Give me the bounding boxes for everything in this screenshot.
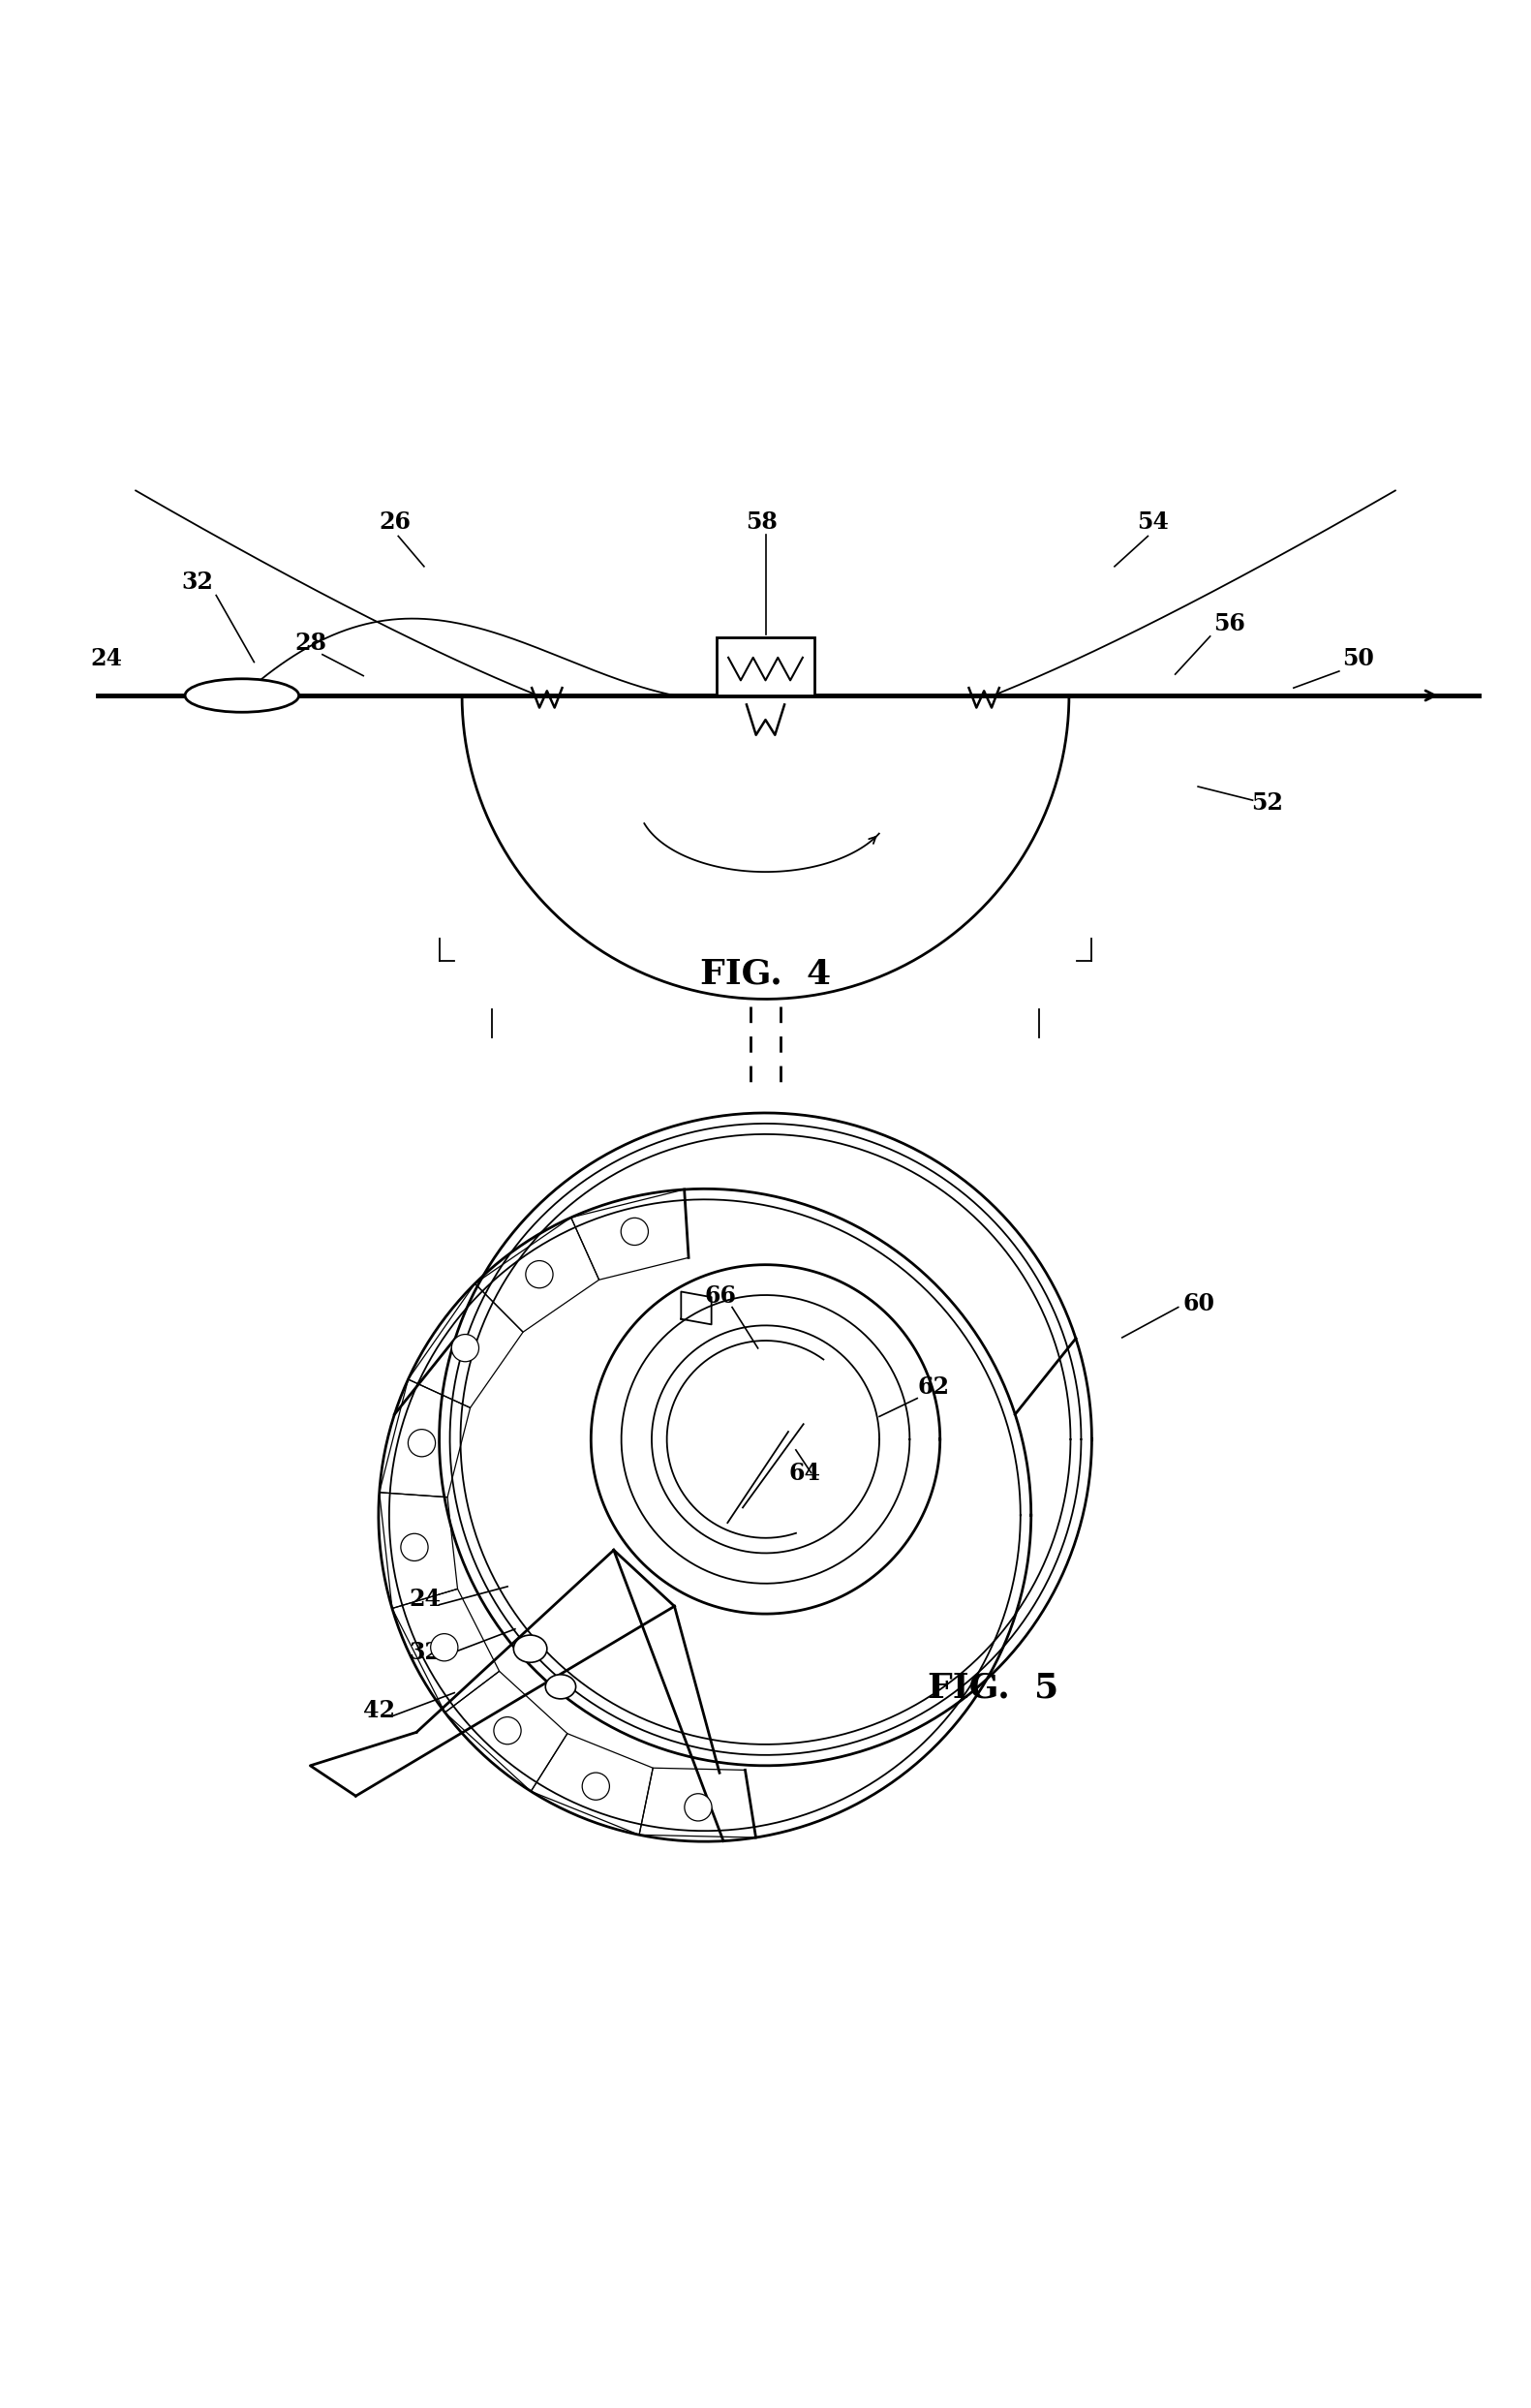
Text: 32: 32 [409,1640,441,1664]
Text: 42: 42 [363,1698,395,1722]
Text: 24: 24 [409,1587,441,1611]
Ellipse shape [401,1534,429,1560]
Ellipse shape [409,1430,435,1457]
Text: 52: 52 [1251,790,1283,814]
Text: 66: 66 [704,1283,736,1308]
Text: 64: 64 [788,1462,821,1486]
Ellipse shape [185,679,299,713]
Ellipse shape [582,1772,609,1799]
Text: 32: 32 [181,571,213,595]
Text: 60: 60 [1183,1291,1214,1315]
Ellipse shape [545,1674,576,1700]
Ellipse shape [452,1334,479,1361]
Text: 24: 24 [90,648,122,669]
Ellipse shape [622,1218,648,1245]
Bar [717,638,814,696]
Text: FIG.  4: FIG. 4 [700,958,831,990]
Text: 28: 28 [295,631,328,655]
Text: 56: 56 [1213,612,1245,636]
Text: 50: 50 [1343,648,1373,669]
Text: 54: 54 [1138,510,1170,532]
Ellipse shape [430,1633,458,1662]
Ellipse shape [525,1262,553,1288]
Ellipse shape [495,1717,521,1743]
Ellipse shape [684,1794,712,1820]
Text: 62: 62 [917,1375,949,1399]
Text: FIG.  5: FIG. 5 [928,1671,1058,1705]
Text: 58: 58 [746,510,778,532]
Ellipse shape [513,1635,547,1662]
Text: 26: 26 [378,510,410,532]
